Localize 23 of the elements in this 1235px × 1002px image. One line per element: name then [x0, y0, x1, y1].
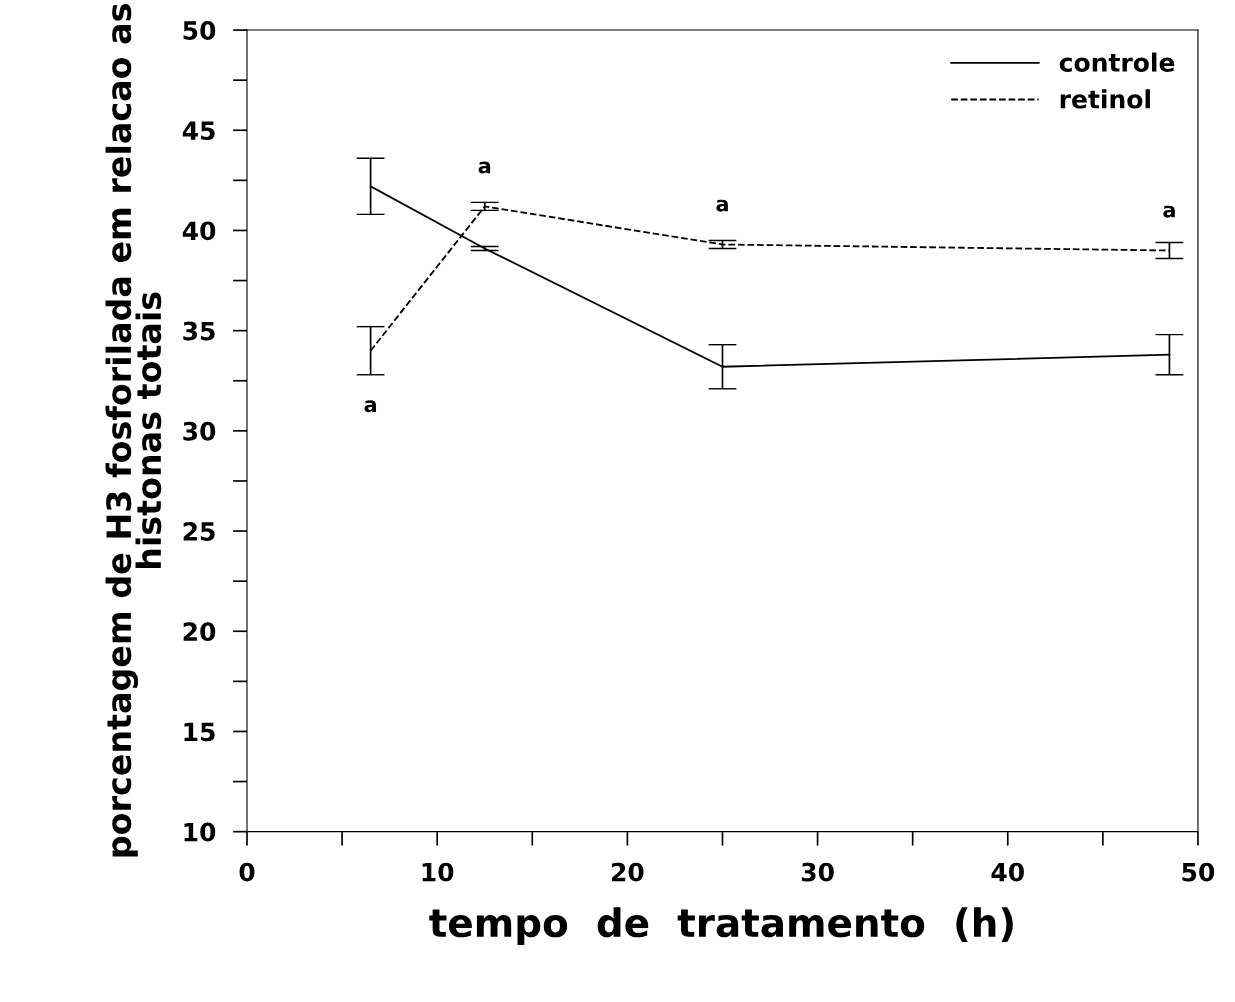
annotation: a: [478, 161, 491, 174]
y-tick-label: 50: [183, 21, 216, 40]
y-tick-label: 15: [184, 722, 215, 742]
y-tick-label: 10: [184, 822, 216, 842]
y-tick-label: 35: [183, 321, 215, 341]
legend-label: controle: [1059, 52, 1175, 72]
x-tick-label: 0: [239, 862, 255, 882]
x-axis-title: tempo de tratamento (h): [429, 907, 1013, 945]
x-tick-label: 20: [611, 862, 644, 882]
annotation: a: [716, 199, 728, 212]
x-tick-label: 10: [422, 862, 454, 882]
x-tick-label: 30: [801, 862, 834, 882]
y-tick-label: 20: [183, 622, 216, 642]
annotation: a: [364, 400, 377, 413]
y-tick-label: 30: [183, 421, 216, 441]
legend-label: retinol: [1060, 89, 1150, 109]
y-axis-title: porcentagem de H3 fosforilada em relacao as histonas totais: [105, 4, 162, 857]
y-tick-label: 25: [183, 522, 215, 541]
x-tick-label: 40: [991, 862, 1024, 882]
y-tick-label: 40: [182, 221, 216, 241]
y-tick-label: 45: [182, 121, 215, 141]
annotation: a: [1163, 205, 1175, 218]
x-tick-label: 50: [1182, 862, 1215, 882]
